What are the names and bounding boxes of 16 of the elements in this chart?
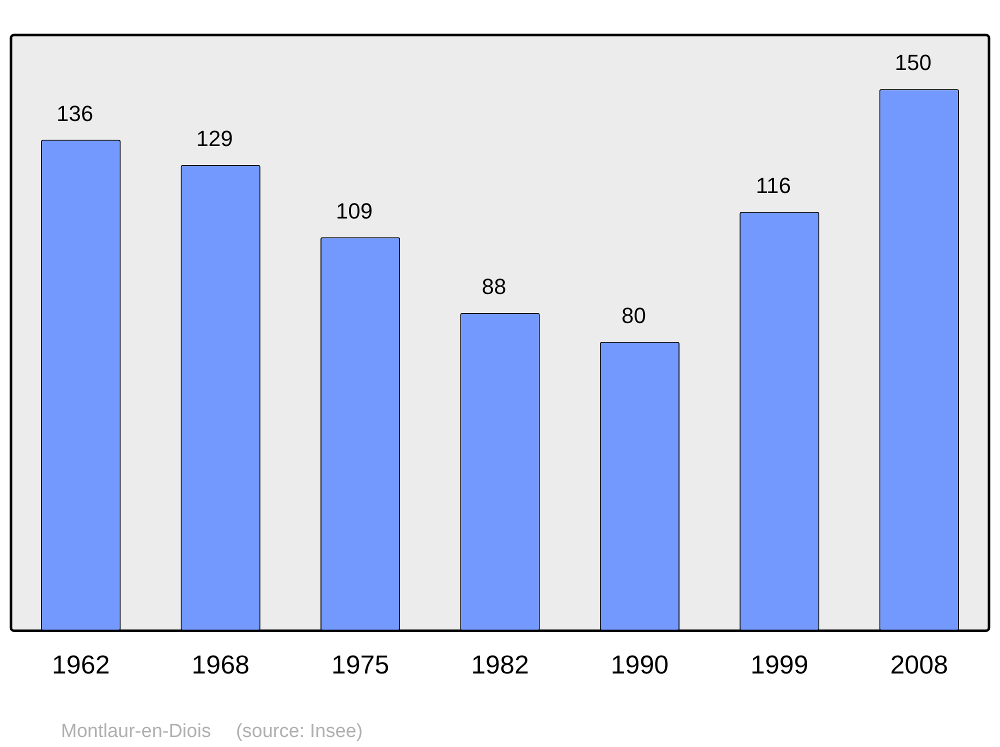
data-label: 150 — [894, 50, 932, 76]
data-label: 136 — [56, 100, 94, 126]
data-label: 80 — [621, 302, 646, 328]
data-label: 88 — [482, 274, 506, 300]
data-label: 116 — [756, 172, 791, 198]
x-tick-label: 1968 — [192, 650, 250, 680]
data-label: 109 — [336, 198, 373, 224]
x-tick-label: 1975 — [331, 650, 390, 680]
x-tick-label: 1982 — [471, 650, 529, 680]
x-tick-label: 1962 — [52, 650, 110, 680]
data-label: 129 — [196, 126, 233, 152]
x-tick-label: 1999 — [750, 650, 808, 680]
text: (source: Insee) — [236, 721, 363, 742]
text: Montlaur-en-Diois — [61, 721, 211, 742]
x-tick-label: 2008 — [890, 650, 948, 680]
x-tick-label: 1990 — [610, 650, 669, 680]
